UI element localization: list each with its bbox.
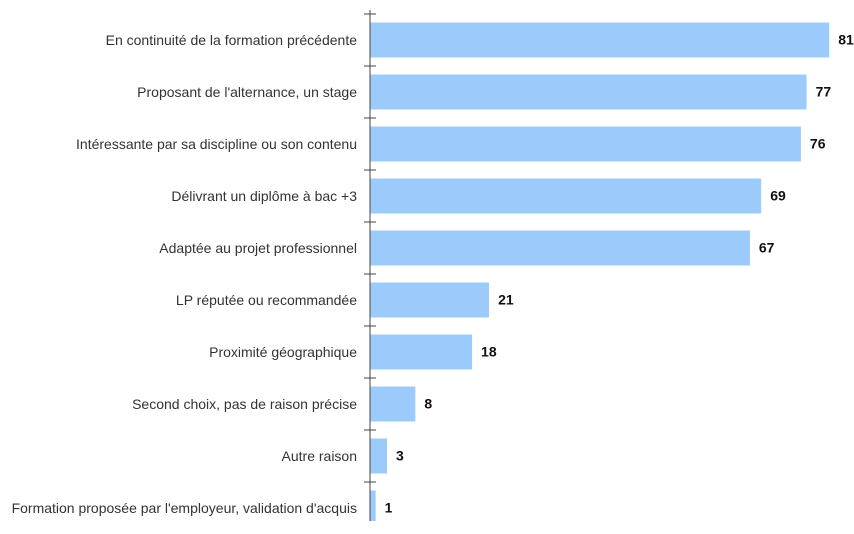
value-label: 21 bbox=[498, 292, 514, 308]
bar bbox=[370, 438, 388, 474]
category-text: Délivrant un diplôme à bac +3 bbox=[171, 188, 357, 204]
category-text: Proposant de l'alternance, un stage bbox=[137, 84, 357, 100]
value-label: 77 bbox=[816, 84, 832, 100]
category-text: Intéressante par sa discipline ou son co… bbox=[76, 136, 357, 152]
category-label: Autre raison bbox=[0, 430, 357, 482]
value-label: 3 bbox=[396, 448, 404, 464]
bar bbox=[370, 334, 473, 370]
bar bbox=[370, 386, 416, 422]
category-text: LP réputée ou recommandée bbox=[175, 292, 357, 308]
value-label: 18 bbox=[481, 344, 497, 360]
bar bbox=[370, 22, 830, 58]
category-label: Second choix, pas de raison précise bbox=[0, 378, 357, 430]
bar bbox=[370, 126, 801, 162]
bar bbox=[370, 490, 376, 521]
category-text: Autre raison bbox=[281, 448, 357, 464]
chart: 81 77 76 69 67 21 18 8 3 1 bbox=[364, 10, 854, 521]
category-text: Second choix, pas de raison précise bbox=[132, 396, 357, 412]
value-label: 76 bbox=[810, 136, 826, 152]
category-text: Adaptée au projet professionnel bbox=[159, 240, 357, 256]
value-label: 1 bbox=[385, 500, 393, 516]
category-label: Formation proposée par l'employeur, vali… bbox=[0, 482, 357, 534]
bar bbox=[370, 74, 807, 110]
value-label: 81 bbox=[838, 32, 854, 48]
category-label: Intéressante par sa discipline ou son co… bbox=[0, 118, 357, 170]
category-label: Proposant de l'alternance, un stage bbox=[0, 66, 357, 118]
category-text: Formation proposée par l'employeur, vali… bbox=[11, 500, 357, 516]
page: {"chart_data": {"type": "bar", "orientat… bbox=[0, 10, 854, 521]
category-text: Proximité géographique bbox=[209, 344, 357, 360]
category-label: Délivrant un diplôme à bac +3 bbox=[0, 170, 357, 222]
bar bbox=[370, 178, 762, 214]
category-label: Adaptée au projet professionnel bbox=[0, 222, 357, 274]
bar bbox=[370, 282, 490, 318]
category-label: En continuité de la formation précédente bbox=[0, 14, 357, 66]
value-label: 8 bbox=[424, 396, 432, 412]
category-label: LP réputée ou recommandée bbox=[0, 274, 357, 326]
value-label: 67 bbox=[759, 240, 775, 256]
bar bbox=[370, 230, 750, 266]
category-text: En continuité de la formation précédente bbox=[105, 32, 357, 48]
value-label: 69 bbox=[770, 188, 786, 204]
category-label: Proximité géographique bbox=[0, 326, 357, 378]
